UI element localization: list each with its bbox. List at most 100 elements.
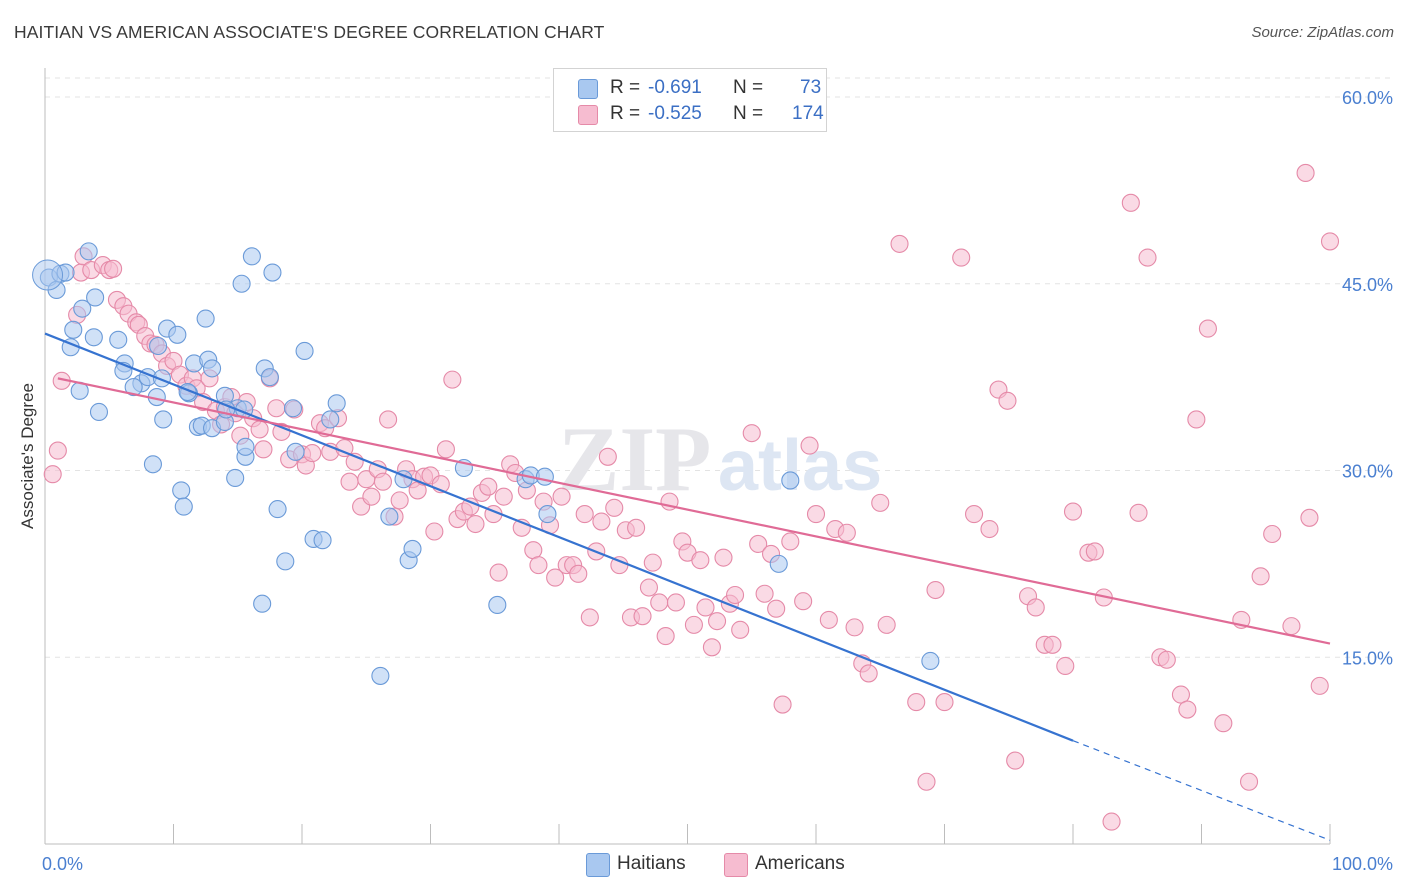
american-point — [781, 532, 800, 551]
haitian-point — [538, 505, 557, 524]
american-point — [1198, 319, 1217, 338]
american-point — [871, 493, 890, 512]
american-point — [998, 391, 1017, 410]
watermark-zip: ZIP — [558, 408, 711, 510]
american-point — [714, 548, 733, 567]
american-point — [1171, 685, 1190, 704]
american-point — [656, 627, 675, 646]
legend-swatch-haitians — [578, 79, 598, 99]
american-point — [1085, 542, 1104, 561]
american-point — [48, 441, 67, 460]
american-point — [1300, 508, 1319, 527]
american-point — [980, 519, 999, 539]
haitian-point — [154, 410, 173, 429]
american-point — [806, 505, 826, 524]
american-point — [552, 487, 571, 506]
trend-lines — [44, 332, 1331, 841]
haitian-point — [168, 325, 187, 344]
american-point — [1263, 524, 1282, 544]
haitian-point — [260, 368, 279, 387]
haitian-point — [84, 328, 103, 347]
haitian-point — [124, 378, 143, 397]
american-point — [643, 553, 662, 572]
haitian-point — [921, 651, 940, 671]
american-point — [1239, 772, 1259, 791]
american-point — [580, 608, 599, 627]
haitian-point — [295, 341, 314, 361]
legend-swatch-americans — [578, 105, 598, 125]
haitian-point — [203, 359, 222, 378]
bottom-legend-swatch-americans — [724, 853, 748, 877]
american-point — [952, 248, 971, 267]
american-point — [425, 522, 444, 541]
haitian-point — [232, 274, 251, 293]
american-point — [639, 578, 659, 597]
american-point — [1320, 232, 1340, 251]
haitian-point — [321, 410, 340, 429]
american-point — [696, 598, 715, 617]
american-point — [605, 498, 624, 517]
american-point — [767, 599, 786, 618]
american-point — [1138, 248, 1157, 267]
american-point — [1178, 700, 1197, 719]
american-point — [546, 568, 565, 587]
y-tick-label: 30.0% — [1342, 462, 1393, 482]
legend-n-value: 174 — [792, 103, 824, 124]
american-point — [1043, 635, 1062, 654]
american-point — [529, 556, 548, 575]
haitian-point — [276, 552, 295, 571]
american-point — [773, 695, 792, 714]
haitian-point — [172, 481, 191, 500]
american-point — [907, 693, 926, 712]
american-point — [684, 615, 703, 634]
bottom-legend-label-americans: Americans — [755, 853, 845, 874]
legend-r-value: -0.525 — [648, 103, 702, 124]
haitian-point — [143, 455, 162, 474]
american-point — [1129, 503, 1148, 522]
haitian-point — [109, 330, 128, 349]
american-point — [1296, 163, 1315, 182]
gridlines — [45, 77, 1395, 658]
bottom-legend-swatch-haitians — [586, 853, 610, 877]
american-point — [749, 534, 768, 554]
american-point — [303, 444, 322, 463]
haitian-point — [535, 467, 554, 486]
american-point — [373, 472, 393, 491]
haitian-point — [236, 437, 255, 456]
haitian-trend-extension — [1072, 740, 1331, 841]
haitian-point — [196, 309, 215, 328]
american-trend-line — [57, 377, 1331, 645]
haitian-point — [327, 394, 346, 413]
american-point — [926, 580, 945, 600]
haitian-point — [253, 594, 272, 613]
american-point — [1187, 410, 1206, 429]
american-point — [575, 505, 594, 524]
american-point — [794, 592, 813, 611]
x-tick-label: 100.0% — [1332, 854, 1393, 874]
haitian-point — [371, 666, 390, 685]
american-point — [1282, 617, 1301, 636]
legend-n-label: N = — [733, 103, 764, 124]
haitian-point — [286, 442, 305, 461]
haitian-point — [64, 320, 83, 339]
legend-r-label: R = — [610, 103, 641, 124]
american-point — [633, 607, 652, 626]
haitian-trend-line — [44, 332, 1074, 742]
american-point — [755, 584, 774, 603]
legend-n-label: N = — [733, 77, 764, 98]
correlation-legend: R = -0.691 N = 73 R = -0.525 N = 174 — [553, 68, 827, 132]
haitian-point — [263, 263, 282, 282]
american-point — [362, 487, 381, 506]
bottom-legend-label-haitians: Haitians — [617, 853, 686, 874]
haitian-point — [403, 539, 422, 558]
haitian-point — [242, 247, 261, 266]
haitian-point — [488, 595, 507, 615]
haitian-point — [149, 336, 168, 356]
american-point — [1026, 598, 1045, 617]
american-point — [890, 234, 909, 253]
american-point — [104, 259, 123, 278]
american-point — [666, 593, 685, 612]
haitian-point — [73, 299, 92, 318]
haitian-point — [79, 242, 98, 261]
